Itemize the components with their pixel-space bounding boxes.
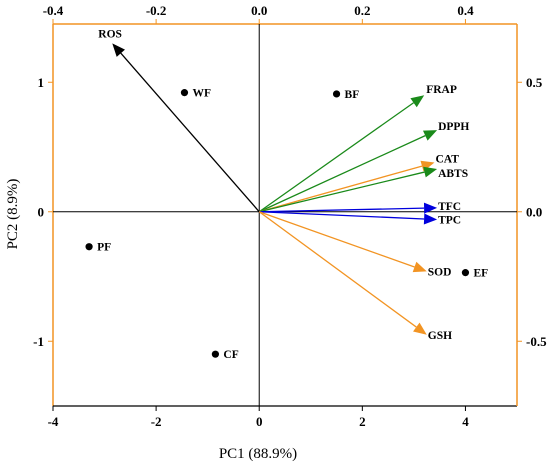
score-label: EF	[473, 268, 488, 280]
loading-vector-arrowhead	[423, 166, 438, 178]
axis-ticks: -4 -2 0 2 4 -1 0 1 -0.4 -0.2 0.0 0.2 0.4 0.5 0.0 -0.5	[33, 3, 547, 429]
loading-vectors: ROS FRAP DPPH CAT ABTS TFC TPC SOD GSH	[98, 28, 469, 341]
score-label: PF	[97, 242, 111, 254]
y-tick-label: 1	[38, 75, 45, 90]
top-tick-label: 0.2	[354, 3, 370, 18]
score-label: CF	[223, 349, 238, 361]
loading-label: ROS	[98, 28, 122, 40]
y-axis-title: PC2 (8.9%)	[5, 179, 21, 250]
loading-vector-line	[259, 171, 425, 213]
right-tick-label: -0.5	[526, 334, 547, 349]
loading-vector-arrowhead	[423, 202, 438, 214]
x-tick-label: 2	[359, 414, 366, 429]
loading-label: ABTS	[438, 168, 468, 180]
loading-label: TFC	[438, 201, 461, 213]
loading-vector-arrowhead	[410, 95, 425, 108]
x-tick-label: -4	[48, 414, 59, 429]
loading-vector-arrowhead	[412, 261, 427, 273]
score-label: WF	[192, 88, 211, 100]
loading-label: SOD	[428, 266, 452, 278]
score-label: BF	[345, 89, 360, 101]
loading-vector-arrowhead	[413, 322, 427, 335]
y-tick-label: -1	[33, 334, 44, 349]
loading-label: CAT	[436, 154, 460, 166]
x-tick-label: -2	[151, 414, 162, 429]
right-tick-label: 0.5	[526, 75, 543, 90]
score-points: WF BF PF CF EF	[85, 88, 488, 361]
loading-vector-line	[120, 52, 260, 213]
loading-label: FRAP	[426, 84, 457, 96]
x-axis-title: PC1 (88.9%)	[219, 446, 297, 462]
loading-vector-line	[258, 135, 426, 213]
x-tick-label: 4	[462, 414, 469, 429]
top-tick-label: 0.0	[251, 3, 267, 18]
top-tick-label: 0.4	[457, 3, 474, 18]
loading-vector-arrowhead	[112, 43, 125, 57]
top-tick-label: -0.4	[43, 3, 64, 18]
loading-vector-arrowhead	[423, 213, 438, 225]
loading-label: GSH	[428, 330, 452, 342]
loading-vector-line	[259, 207, 425, 213]
loading-label: DPPH	[438, 121, 469, 133]
score-point	[211, 350, 219, 358]
score-point	[85, 243, 93, 251]
loading-vector-line	[258, 102, 414, 213]
x-tick-label: 0	[256, 414, 263, 429]
score-point	[180, 89, 189, 97]
loading-vector-line	[259, 211, 425, 220]
loading-vector-arrowhead	[422, 130, 438, 141]
y-tick-label: 0	[38, 204, 45, 219]
top-tick-label: -0.2	[146, 3, 167, 18]
loading-label: TPC	[438, 215, 461, 227]
loading-vector-line	[259, 211, 415, 268]
score-point	[332, 90, 341, 98]
loading-vector-line	[259, 165, 423, 213]
score-point	[461, 269, 470, 277]
loading-vector-line	[258, 211, 417, 328]
right-tick-label: 0.0	[526, 204, 542, 219]
plot-frame	[52, 23, 518, 407]
